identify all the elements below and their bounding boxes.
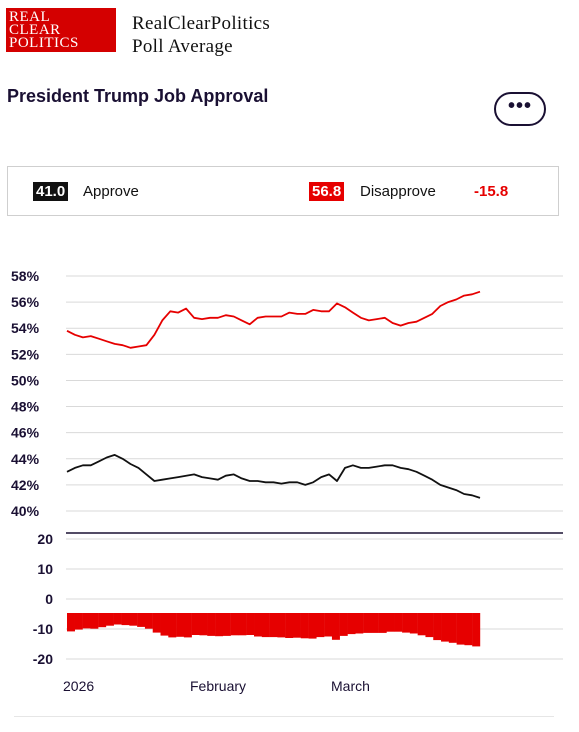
brand-line-1: RealClearPolitics	[132, 13, 271, 34]
top-y-tick-label: 44%	[11, 451, 40, 467]
spread-bar	[370, 613, 379, 633]
spread-bar	[152, 613, 161, 633]
top-panel-y-ticks: 58% 56% 54% 52% 50% 48% 46% 44% 42% 40%	[11, 268, 40, 519]
spread-bar	[292, 613, 301, 638]
top-y-tick-label: 42%	[11, 477, 40, 493]
brand-name[interactable]: RealClearPolitics Poll Average	[132, 12, 270, 58]
spread-bar	[230, 613, 239, 636]
spread-bar	[363, 613, 372, 633]
top-y-tick-label: 54%	[11, 320, 40, 336]
spread-bar	[113, 613, 122, 625]
spread-bar	[433, 613, 442, 641]
footer-divider	[14, 716, 554, 717]
top-y-tick-label: 50%	[11, 372, 40, 388]
spread-bar	[183, 613, 192, 638]
bottom-panel-y-ticks: 20 10 0 -10 -20	[33, 531, 53, 667]
spread-bar	[464, 613, 473, 646]
x-axis-label: March	[331, 678, 370, 694]
spread-bar	[199, 613, 208, 636]
disapprove-line	[66, 290, 481, 349]
spread-bar	[300, 613, 309, 639]
spread-bar	[339, 613, 348, 636]
spread-bar	[129, 613, 138, 626]
spread-bar	[355, 613, 364, 634]
spread-bar	[90, 613, 99, 629]
spread-bar	[98, 613, 107, 628]
top-y-tick-label: 46%	[11, 425, 40, 441]
spread-bar	[176, 613, 185, 637]
page-title: President Trump Job Approval	[7, 86, 269, 106]
top-y-tick-label: 56%	[11, 294, 40, 310]
spread-bar	[254, 613, 263, 637]
x-axis-label: 2026	[63, 678, 94, 694]
spread-bar	[105, 613, 114, 626]
spread-bar	[269, 613, 278, 638]
spread-bar	[285, 613, 294, 638]
spread-bar	[238, 613, 247, 636]
approval-chart[interactable]: 58% 56% 54% 52% 50% 48% 46% 44% 42% 40% 20 10 0 -10 -…	[0, 260, 579, 705]
spread-bar	[409, 613, 418, 634]
top-y-tick-label: 40%	[11, 503, 40, 519]
bottom-y-tick-label: -20	[33, 651, 53, 667]
spread-bar	[207, 613, 216, 636]
x-axis-label: February	[190, 678, 246, 694]
spread-bar	[246, 613, 255, 635]
spread-bar	[402, 613, 411, 633]
spread-bar	[168, 613, 177, 638]
disapprove-value-badge: 56.8	[309, 182, 345, 201]
legend-box: 41.0 Approve 56.8 Disapprove -15.8	[7, 166, 559, 216]
spread-bar	[331, 613, 340, 640]
spread-bar	[144, 613, 153, 629]
spread-bar	[386, 613, 395, 632]
spread-bar	[417, 613, 426, 636]
spread-bar	[324, 613, 333, 637]
top-y-tick-label: 58%	[11, 268, 40, 284]
spread-bar	[394, 613, 403, 632]
spread-bar	[472, 613, 481, 647]
approve-label: Approve	[83, 183, 139, 200]
spread-bars	[67, 613, 481, 647]
approve-line	[66, 453, 481, 499]
bottom-y-tick-label: 0	[45, 591, 53, 607]
spread-bar	[137, 613, 146, 627]
more-options-button[interactable]: •••	[494, 92, 546, 126]
logo-line-3: POLITICS	[9, 34, 79, 51]
bottom-y-tick-label: 10	[37, 561, 53, 577]
approve-value-badge: 41.0	[33, 182, 69, 201]
spread-bar	[160, 613, 169, 636]
rcp-logo[interactable]: REAL CLEAR POLITICS	[6, 8, 116, 52]
bottom-y-tick-label: 20	[37, 531, 53, 547]
spread-bar	[191, 613, 200, 635]
ellipsis-icon: •••	[507, 95, 532, 117]
approval-lines	[66, 290, 481, 499]
logo-line-1: REAL	[9, 8, 51, 25]
spread-bar	[308, 613, 317, 639]
top-y-tick-label: 52%	[11, 346, 40, 362]
spread-bar	[215, 613, 224, 637]
spread-bar	[347, 613, 356, 635]
spread-bar	[121, 613, 130, 626]
brand-line-2: Poll Average	[132, 36, 233, 57]
spread-bar	[378, 613, 387, 633]
disapprove-label: Disapprove	[360, 183, 436, 200]
spread-bar	[67, 613, 75, 632]
spread-bar	[74, 613, 83, 630]
spread-bar	[277, 613, 286, 638]
spread-bar	[82, 613, 91, 629]
spread-bar	[261, 613, 270, 638]
bottom-panel-grid	[66, 538, 563, 660]
spread-bar	[316, 613, 325, 638]
spread-value: -15.8	[474, 183, 509, 200]
spread-bar	[441, 613, 450, 642]
spread-bar	[456, 613, 465, 645]
bottom-y-tick-label: -10	[33, 621, 53, 637]
top-panel-grid	[66, 275, 563, 512]
spread-bar	[425, 613, 434, 638]
spread-bar	[222, 613, 231, 636]
spread-bar	[448, 613, 457, 643]
top-y-tick-label: 48%	[11, 399, 40, 415]
x-axis-labels: 2026 February March	[63, 678, 370, 694]
logo-line-2: CLEAR	[9, 21, 61, 38]
